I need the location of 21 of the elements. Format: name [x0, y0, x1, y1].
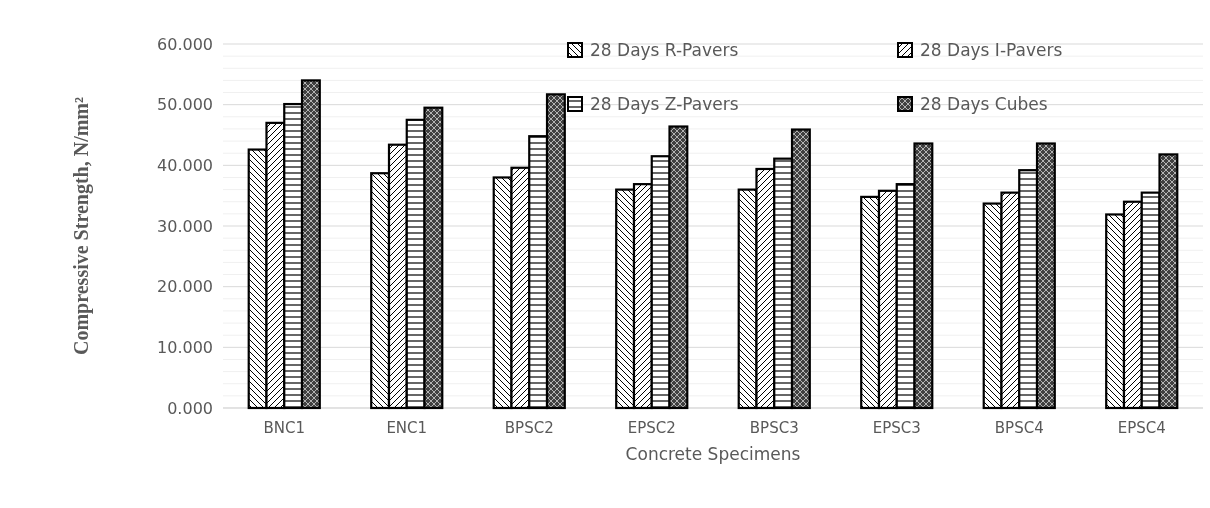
legend-label: 28 Days R-Pavers	[590, 39, 739, 60]
x-tick-label: BPSC3	[749, 419, 799, 437]
y-axis-title: Compressive Strength, N/mm²	[70, 96, 93, 356]
legend-label: 28 Days Cubes	[920, 93, 1048, 114]
legend-label: 28 Days Z-Pavers	[590, 93, 739, 114]
y-tick-label: 10.000	[157, 337, 213, 357]
x-tick-label: BPSC2	[504, 419, 554, 437]
x-tick-label: ENC1	[386, 419, 428, 437]
y-tick-label: 40.000	[157, 155, 213, 175]
y-tick-label: 60.000	[157, 34, 213, 54]
y-tick-label: 20.000	[157, 277, 213, 297]
y-tick-label: 30.000	[157, 216, 213, 236]
x-tick-label: EPSC4	[1117, 419, 1166, 437]
y-tick-label: 0.000	[167, 398, 213, 418]
legend-label: 28 Days I-Pavers	[920, 39, 1063, 60]
x-tick-label: EPSC3	[872, 419, 921, 437]
x-axis-title: Concrete Specimens	[625, 444, 801, 464]
x-tick-label: BPSC4	[994, 419, 1044, 437]
x-tick-label: BNC1	[263, 419, 306, 437]
x-tick-label: EPSC2	[627, 419, 676, 437]
y-tick-label: 50.000	[157, 95, 213, 115]
